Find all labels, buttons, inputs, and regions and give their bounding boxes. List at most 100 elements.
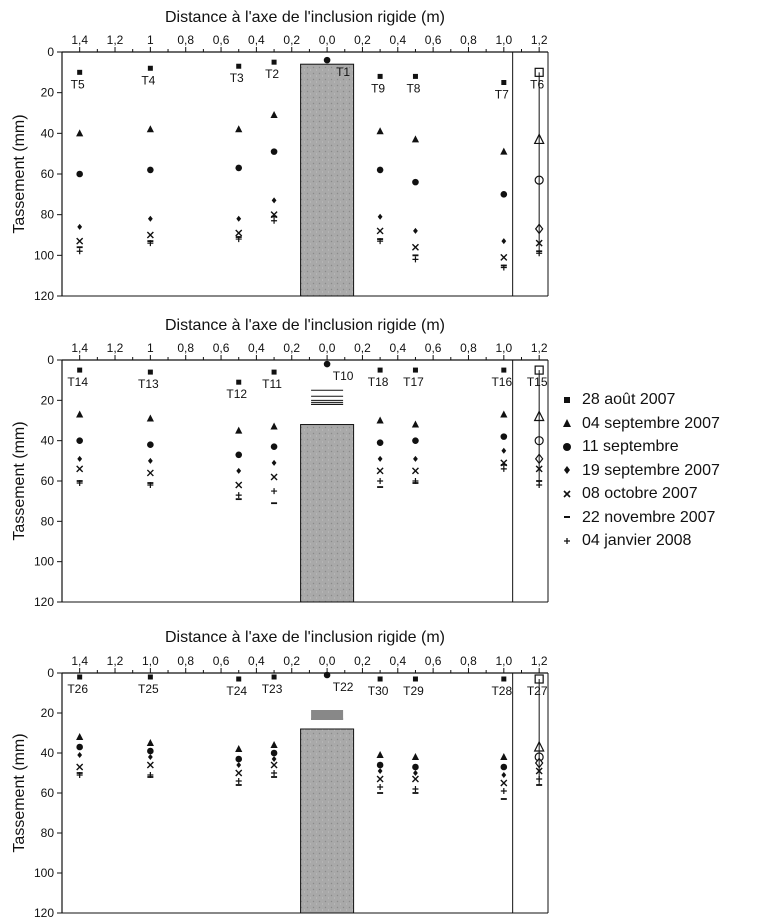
marker-diamond bbox=[501, 447, 507, 454]
marker-triangle bbox=[270, 422, 278, 430]
marker-circle bbox=[147, 747, 154, 755]
marker-plus bbox=[500, 264, 507, 271]
point-label: T8 bbox=[406, 81, 420, 95]
marker-plus bbox=[235, 492, 242, 499]
marker-circle bbox=[376, 439, 384, 446]
point-label: T7 bbox=[495, 88, 509, 102]
legend-item: 22 novembre 2007 bbox=[560, 506, 720, 530]
marker-small-square bbox=[412, 367, 418, 373]
legend-label: 28 août 2007 bbox=[582, 391, 676, 408]
point-label: T11 bbox=[262, 377, 282, 391]
x-tick-label: 0,8 bbox=[177, 341, 194, 355]
x-cross-icon bbox=[563, 490, 571, 498]
marker-plus bbox=[377, 478, 384, 484]
y-tick-label: 120 bbox=[34, 595, 54, 609]
marker-circle bbox=[235, 164, 243, 172]
marker-plus bbox=[147, 240, 154, 247]
marker-x-cross bbox=[76, 763, 84, 771]
x-tick-label: 0,2 bbox=[283, 654, 300, 668]
marker-circle bbox=[270, 148, 278, 155]
marker-circle bbox=[412, 178, 419, 186]
marker-x-cross bbox=[76, 465, 84, 473]
x-tick-label: 0,2 bbox=[354, 341, 371, 355]
chart-title: Distance à l'axe de l'inclusion rigide (… bbox=[165, 317, 445, 334]
point-label: T6 bbox=[530, 77, 544, 91]
point-label: T18 bbox=[368, 375, 389, 389]
marker-x-cross bbox=[270, 473, 278, 481]
legend-item: 19 septembre 2007 bbox=[560, 459, 720, 483]
marker-small-square bbox=[501, 80, 507, 85]
y-tick-label: 60 bbox=[41, 167, 55, 181]
point-label: T22 bbox=[333, 680, 354, 694]
marker-triangle bbox=[376, 127, 384, 135]
point-label: T30 bbox=[368, 684, 389, 698]
marker-diamond bbox=[377, 768, 383, 774]
small-square-icon bbox=[564, 396, 570, 403]
legend-label: 04 janvier 2008 bbox=[582, 532, 692, 549]
legend: 28 août 2007 04 septembre 2007 11 septem… bbox=[560, 388, 720, 553]
rigid-inclusion-column bbox=[300, 63, 355, 297]
y-tick-label: 100 bbox=[34, 248, 54, 262]
marker-circle bbox=[500, 191, 508, 198]
marker-circle bbox=[270, 749, 278, 757]
legend-label: 22 novembre 2007 bbox=[582, 508, 716, 526]
marker-plus bbox=[377, 238, 384, 245]
y-tick-label: 20 bbox=[41, 393, 55, 407]
marker-plus bbox=[377, 784, 384, 790]
marker-triangle bbox=[411, 135, 420, 143]
marker-x-cross bbox=[235, 229, 243, 237]
plus-icon bbox=[564, 537, 570, 544]
marker-diamond bbox=[377, 213, 383, 220]
marker-x-cross bbox=[146, 761, 154, 769]
marker-plus bbox=[500, 788, 507, 794]
marker-small-square bbox=[271, 674, 277, 680]
marker-triangle bbox=[270, 741, 278, 748]
marker-diamond bbox=[413, 455, 418, 462]
marker-plus bbox=[147, 772, 154, 778]
legend-label: 04 septembre 2007 bbox=[582, 414, 720, 432]
marker-small-square bbox=[77, 674, 83, 680]
x-tick-label: 1,2 bbox=[531, 654, 548, 668]
marker-plus bbox=[412, 786, 419, 792]
marker-x-cross bbox=[235, 481, 243, 489]
marker-triangle bbox=[376, 751, 384, 758]
legend-item: 28 août 2007 bbox=[560, 388, 720, 412]
legend-item: 08 octobre 2007 bbox=[560, 482, 720, 506]
marker-circle bbox=[147, 441, 154, 449]
point-label: T13 bbox=[138, 377, 159, 391]
marker-small-square bbox=[412, 73, 418, 79]
dash-icon bbox=[564, 516, 570, 519]
marker-circle bbox=[235, 451, 243, 459]
y-tick-label: 60 bbox=[41, 786, 55, 800]
marker-triangle bbox=[411, 753, 420, 760]
marker-triangle bbox=[76, 410, 84, 418]
marker-triangle bbox=[500, 410, 508, 418]
y-tick-label: 0 bbox=[47, 353, 54, 367]
point-label: T23 bbox=[262, 682, 283, 696]
x-tick-label: 0,6 bbox=[425, 341, 442, 355]
point-label: T25 bbox=[138, 682, 159, 696]
y-tick-label: 20 bbox=[41, 86, 55, 100]
marker-diamond bbox=[147, 215, 153, 222]
marker-plus bbox=[412, 256, 419, 263]
marker-diamond bbox=[413, 227, 418, 234]
rigid-inclusion-column bbox=[300, 728, 355, 914]
x-tick-label: 0,6 bbox=[213, 654, 230, 668]
marker-small-square bbox=[377, 676, 383, 682]
marker-diamond bbox=[236, 215, 242, 222]
point-label: T9 bbox=[371, 81, 385, 95]
marker-small-square bbox=[236, 676, 242, 682]
triangle-icon bbox=[563, 419, 571, 428]
marker-triangle bbox=[76, 733, 84, 740]
y-tick-label: 0 bbox=[47, 45, 54, 59]
x-tick-label: 0,4 bbox=[389, 341, 406, 355]
marker-small-square bbox=[236, 63, 242, 69]
chart-panel-3: Distance à l'axe de l'inclusion rigide (… bbox=[11, 629, 549, 919]
point-label: T1 bbox=[336, 65, 350, 79]
marker-diamond bbox=[77, 455, 83, 462]
marker-triangle bbox=[235, 125, 243, 133]
y-tick-label: 120 bbox=[34, 289, 54, 303]
marker-small-square bbox=[412, 676, 418, 682]
legend-item: 11 septembre bbox=[560, 435, 720, 459]
